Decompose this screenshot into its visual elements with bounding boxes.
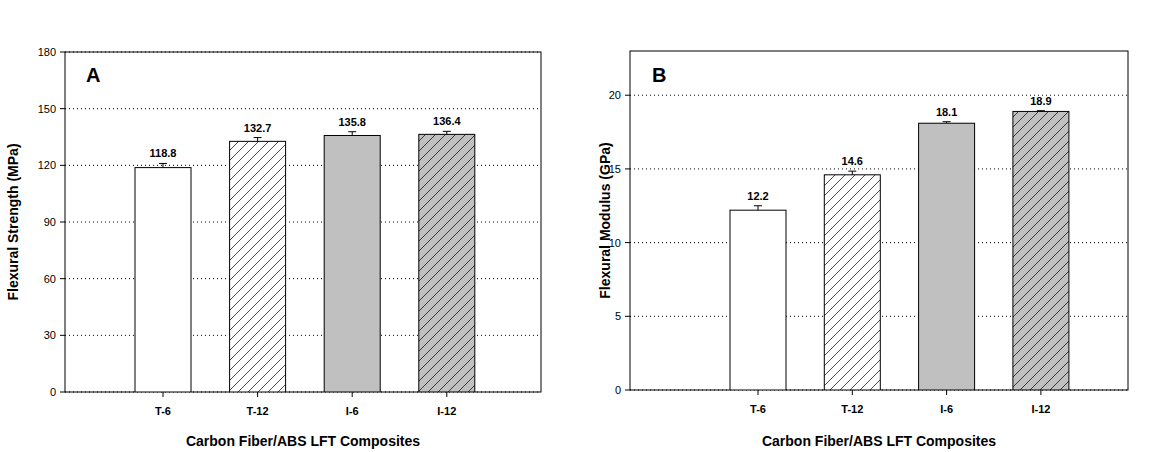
data-label: 12.2: [747, 190, 768, 202]
x-axis-title: Carbon Fiber/ABS LFT Composites: [762, 433, 996, 449]
y-tick: [60, 392, 65, 393]
x-tick: [352, 392, 353, 397]
bar: [730, 210, 786, 390]
error-bar: [348, 132, 356, 136]
y-tick: [625, 316, 630, 317]
y-tick-label: 120: [38, 159, 56, 171]
bar: [324, 135, 380, 392]
bars: [730, 111, 1069, 390]
y-tick-label: 20: [609, 89, 621, 101]
y-tick-label: 30: [44, 329, 56, 341]
panel-label: A: [86, 64, 100, 86]
error-bar: [1037, 110, 1045, 112]
bar: [419, 134, 475, 392]
y-tick-label: 0: [615, 384, 621, 396]
bar: [135, 168, 191, 392]
error-bar: [943, 122, 951, 123]
x-tick: [446, 392, 447, 397]
chart-1: 05101520T-612.2T-1214.6I-618.1I-1218.9Ca…: [597, 51, 1128, 449]
data-label: 118.8: [150, 147, 177, 159]
x-axis-title: Carbon Fiber/ABS LFT Composites: [186, 433, 420, 449]
y-tick: [625, 95, 630, 96]
error-bar: [443, 131, 451, 134]
bars: [135, 131, 475, 392]
y-tick-label: 5: [615, 310, 621, 322]
data-label: 135.8: [338, 116, 366, 128]
plot-frame: [630, 51, 1128, 390]
grid-line: [630, 95, 1128, 96]
x-tick-label: I-6: [940, 403, 953, 415]
x-tick-label: I-12: [437, 405, 456, 417]
x-tick: [946, 390, 947, 395]
y-tick-label: 180: [38, 46, 56, 58]
bar: [824, 175, 880, 390]
error-bar: [254, 138, 262, 142]
y-tick-label: 150: [38, 103, 56, 115]
y-tick: [60, 52, 65, 53]
x-tick-label: T-12: [841, 403, 863, 415]
grid-line: [65, 108, 541, 109]
bar: [919, 123, 975, 390]
y-tick: [60, 335, 65, 336]
x-tick: [852, 390, 853, 395]
chart-0: 0 30 60 90 120 150 180 T-6 118.8 T-12 132.7 I-6 135.…: [5, 46, 541, 449]
y-tick: [625, 168, 630, 169]
bar: [230, 141, 286, 392]
y-axis-title: Flexural Strength (MPa): [5, 143, 21, 300]
y-tick: [60, 108, 65, 109]
y-tick-label: 90: [44, 216, 56, 228]
data-label: 14.6: [842, 155, 863, 167]
error-bar: [848, 171, 856, 175]
x-tick: [257, 392, 258, 397]
y-tick-label: 0: [50, 386, 56, 398]
y-axis-title: Flexural Modulus (GPa): [597, 142, 613, 298]
y-tick-label: 60: [44, 273, 56, 285]
error-bar: [754, 206, 762, 210]
x-tick-label: I-12: [1031, 403, 1050, 415]
x-tick-label: I-6: [346, 405, 359, 417]
data-label: 136.4: [433, 115, 461, 127]
data-label: 18.9: [1030, 95, 1051, 107]
y-tick: [60, 165, 65, 166]
x-tick: [758, 390, 759, 395]
y-tick: [625, 390, 630, 391]
panel-label: B: [652, 64, 666, 86]
y-tick: [625, 242, 630, 243]
data-label: 132.7: [244, 122, 272, 134]
x-tick-label: T-6: [155, 405, 171, 417]
y-tick: [60, 278, 65, 279]
x-tick-label: T-12: [247, 405, 269, 417]
figure: 0 30 60 90 120 150 180 T-6 118.8 T-12 132.7 I-6 135.…: [0, 0, 1162, 452]
data-label: 18.1: [936, 106, 957, 118]
x-tick-label: T-6: [750, 403, 766, 415]
error-bar: [159, 163, 167, 167]
x-tick: [1040, 390, 1041, 395]
y-tick: [60, 222, 65, 223]
bar: [1013, 111, 1069, 390]
x-tick: [163, 392, 164, 397]
plot-frame: [65, 52, 541, 392]
